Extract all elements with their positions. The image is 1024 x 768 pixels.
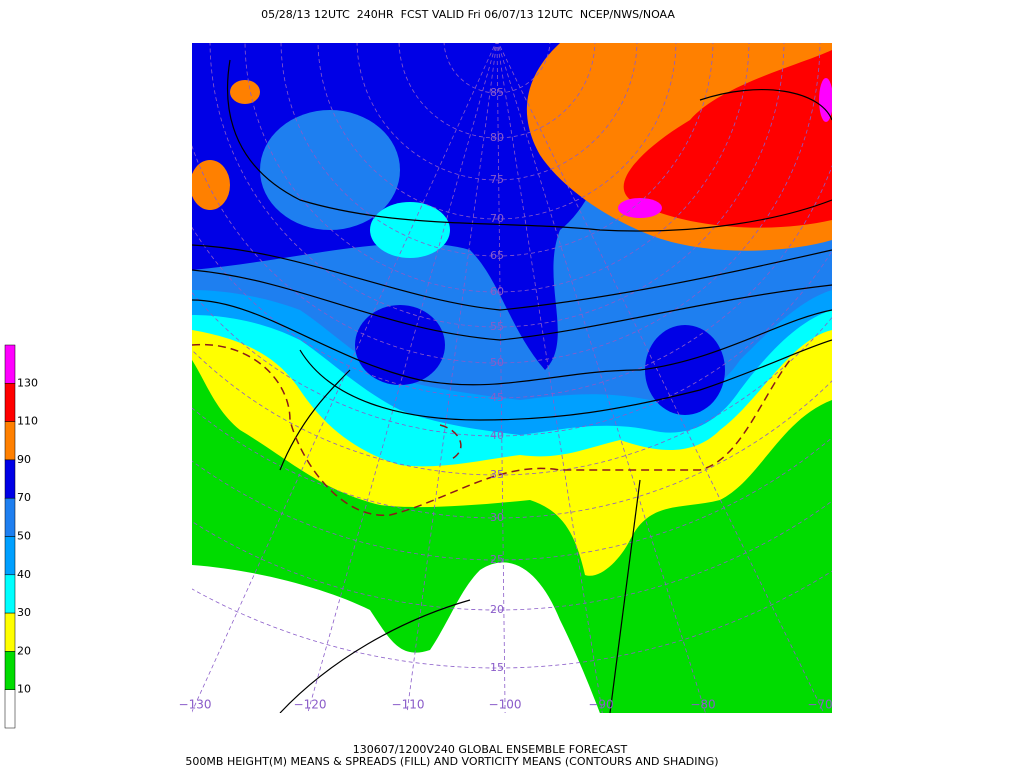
latitude-label: 35 (490, 468, 504, 481)
latitude-line (192, 43, 821, 364)
latitude-label: 80 (490, 131, 504, 144)
colorbar-swatch (4, 459, 16, 499)
latitude-label: 65 (490, 249, 504, 262)
latitude-label: 20 (490, 603, 504, 616)
latitude-line (209, 43, 785, 328)
latitude-label: 70 (490, 212, 504, 225)
latitude-line (192, 164, 832, 399)
colorbar-swatch (4, 421, 16, 461)
spread-fill (623, 50, 832, 228)
colorbar: 130 110 90 70 50 40 30 20 10 (4, 344, 38, 729)
colorbar-swatch (4, 344, 16, 384)
latitude-label: 45 (490, 391, 504, 404)
latitude-label: 30 (490, 511, 504, 524)
longitude-line (497, 43, 603, 713)
latitude-line (192, 380, 832, 519)
latitude-label: 55 (490, 320, 504, 333)
longitude-label: −110 (392, 698, 425, 712)
spread-fill (370, 202, 450, 258)
longitude-line (192, 43, 497, 713)
longitude-line (497, 43, 706, 713)
colorbar-label: 130 (17, 376, 38, 389)
colorbar-label: 20 (17, 644, 31, 657)
colorbar-swatch (4, 536, 16, 576)
longitude-line (496, 43, 506, 713)
longitude-line (307, 43, 497, 713)
latitude-labels: 85 80 75 70 65 60 55 50 45 40 35 30 25 20 15 (490, 86, 504, 674)
spread-fill (355, 305, 445, 385)
spread-fill (618, 198, 662, 218)
footer-line: 130607/1200V240 GLOBAL ENSEMBLE FORECAST (353, 743, 628, 756)
colorbar-swatch (4, 574, 16, 614)
colorbar-label: 110 (17, 415, 38, 428)
longitude-label: −130 (179, 698, 212, 712)
colorbar-label: 10 (17, 683, 31, 696)
latitude-line (356, 43, 638, 181)
latitude-label: 15 (490, 661, 504, 674)
latitude-label: 75 (490, 173, 504, 186)
colorbar-swatch (4, 497, 16, 537)
latitude-label: 85 (490, 86, 504, 99)
longitude-label: −100 (489, 698, 522, 712)
header-title: 05/28/13 12UTC 240HR FCST VALID Fri 06/0… (261, 8, 675, 21)
height-contours (192, 59, 832, 713)
colorbar-label: 30 (17, 606, 31, 619)
colorbar-label: 90 (17, 453, 31, 466)
longitude-line (498, 43, 825, 713)
vorticity-contours (192, 343, 791, 516)
latitude-label: 40 (490, 429, 504, 442)
colorbar-swatch (4, 612, 16, 652)
latitude-label: 60 (490, 285, 504, 298)
spread-fill (192, 160, 230, 210)
colorbar-swatch (4, 689, 16, 729)
latitude-line (244, 43, 750, 293)
footer-line: 500MB HEIGHT(M) MEANS & SPREADS (FILL) A… (185, 755, 718, 768)
longitude-labels: −130 −120 −110 −100 −90 −80 −70 (179, 698, 833, 712)
colorbar-label: 70 (17, 491, 31, 504)
colorbar-swatch (4, 651, 16, 690)
latitude-label: 50 (490, 356, 504, 369)
longitude-label: −70 (807, 698, 832, 712)
spread-fill (819, 78, 832, 122)
spread-fill (192, 562, 600, 713)
spread-fill (260, 110, 400, 230)
latitude-label: 25 (490, 553, 504, 566)
latitude-line (317, 43, 677, 220)
longitude-label: −90 (588, 698, 613, 712)
colorbar-label: 50 (17, 530, 31, 543)
latitude-line (280, 43, 714, 257)
spread-fill (230, 80, 260, 104)
colorbar-swatch (4, 383, 16, 422)
spread-fill (645, 325, 725, 415)
longitude-label: −80 (690, 698, 715, 712)
longitude-label: −120 (294, 698, 327, 712)
colorbar-label: 40 (17, 568, 31, 581)
